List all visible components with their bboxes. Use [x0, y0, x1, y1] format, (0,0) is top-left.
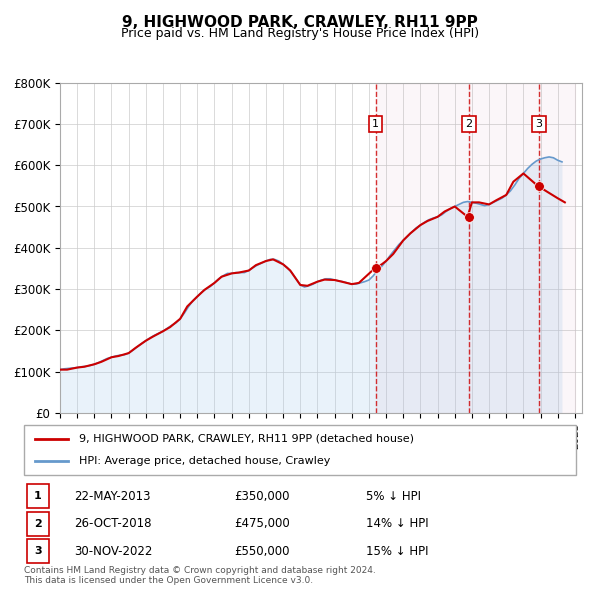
- Text: 26-OCT-2018: 26-OCT-2018: [74, 517, 151, 530]
- Text: 3: 3: [34, 546, 41, 556]
- Text: 2: 2: [465, 119, 472, 129]
- Text: 22-MAY-2013: 22-MAY-2013: [74, 490, 150, 503]
- Text: £550,000: £550,000: [234, 545, 289, 558]
- Text: 15% ↓ HPI: 15% ↓ HPI: [366, 545, 429, 558]
- FancyBboxPatch shape: [27, 539, 49, 563]
- Text: 3: 3: [536, 119, 542, 129]
- Text: 9, HIGHWOOD PARK, CRAWLEY, RH11 9PP: 9, HIGHWOOD PARK, CRAWLEY, RH11 9PP: [122, 15, 478, 30]
- Text: 30-NOV-2022: 30-NOV-2022: [74, 545, 152, 558]
- FancyBboxPatch shape: [24, 425, 576, 475]
- Text: HPI: Average price, detached house, Crawley: HPI: Average price, detached house, Craw…: [79, 456, 331, 466]
- Text: 2: 2: [34, 519, 41, 529]
- Text: Price paid vs. HM Land Registry's House Price Index (HPI): Price paid vs. HM Land Registry's House …: [121, 27, 479, 40]
- Text: 1: 1: [372, 119, 379, 129]
- FancyBboxPatch shape: [27, 484, 49, 508]
- Text: £350,000: £350,000: [234, 490, 289, 503]
- Text: £475,000: £475,000: [234, 517, 290, 530]
- Text: 9, HIGHWOOD PARK, CRAWLEY, RH11 9PP (detached house): 9, HIGHWOOD PARK, CRAWLEY, RH11 9PP (det…: [79, 434, 414, 444]
- Bar: [376, 83, 469, 413]
- Bar: [469, 83, 539, 413]
- Bar: [539, 83, 575, 413]
- FancyBboxPatch shape: [27, 512, 49, 536]
- Text: This data is licensed under the Open Government Licence v3.0.: This data is licensed under the Open Gov…: [24, 576, 313, 585]
- Text: 5% ↓ HPI: 5% ↓ HPI: [366, 490, 421, 503]
- Text: Contains HM Land Registry data © Crown copyright and database right 2024.: Contains HM Land Registry data © Crown c…: [24, 566, 376, 575]
- Text: 1: 1: [34, 491, 41, 502]
- Text: 14% ↓ HPI: 14% ↓ HPI: [366, 517, 429, 530]
